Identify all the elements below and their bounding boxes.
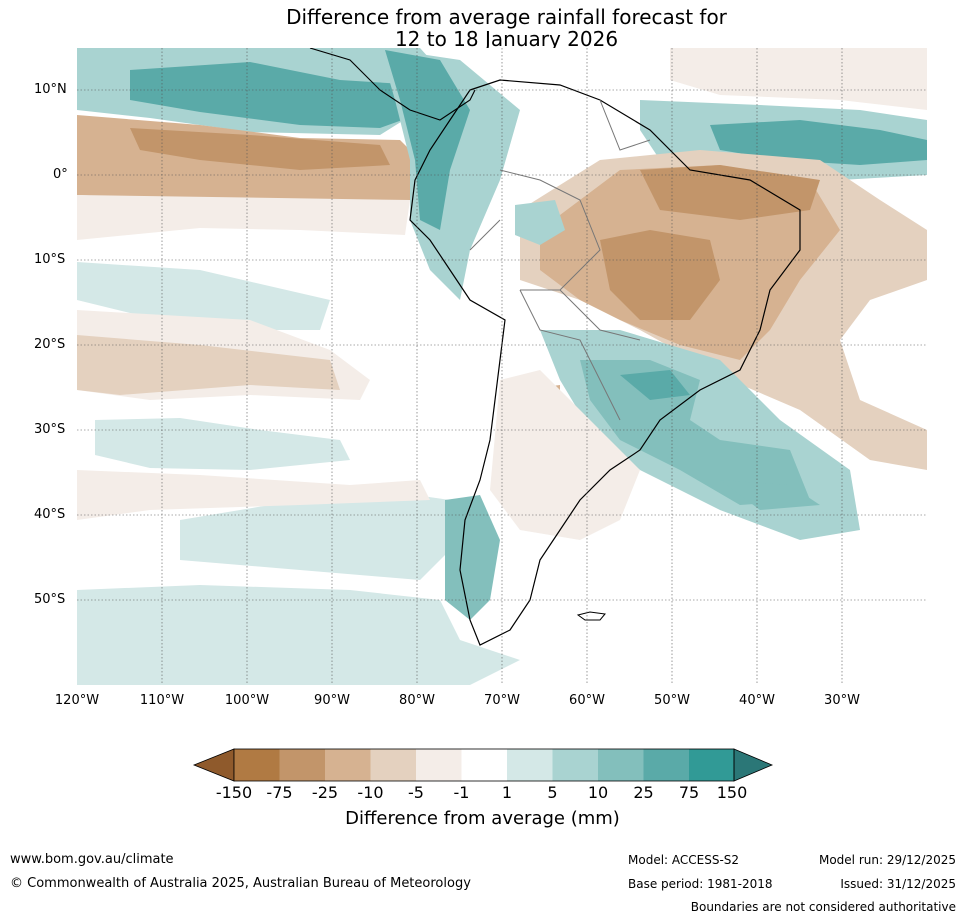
issued-date: Issued: 31/12/2025	[840, 877, 956, 891]
dry-band-south-pacific-40s	[77, 470, 430, 520]
boundaries-disclaimer: Boundaries are not considered authoritat…	[690, 900, 956, 914]
colorbar-outline	[233, 748, 735, 782]
wet-peak-south-brazil	[620, 370, 690, 400]
colorbar-tick: 25	[633, 783, 654, 802]
colorbar-swatch-m5-m1	[416, 749, 462, 781]
lon-label-60w: 60°W	[569, 693, 605, 708]
colorbar-swatch-m150-m75	[234, 749, 280, 781]
wet-peak-atlantic-35s	[720, 480, 820, 510]
south-america-coastline	[409, 79, 801, 646]
lon-label-100w: 100°W	[224, 693, 270, 708]
wet-patch-pacific-30s	[95, 418, 350, 470]
wet-core-north-pacific	[130, 62, 430, 128]
lon-label-70w: 70°W	[484, 693, 520, 708]
map-title-line1: Difference from average rainfall forecas…	[286, 5, 727, 29]
central-america-coastline	[309, 48, 476, 121]
colorbar-tick: 150	[716, 783, 748, 802]
lon-label-30w: 30°W	[824, 693, 860, 708]
colorbar-tick: 10	[587, 783, 609, 802]
colorbar-swatch-m25-m10	[325, 749, 371, 781]
colorbar-tick: 1	[501, 783, 513, 802]
lon-label-120w: 120°W	[54, 693, 100, 708]
colorbar-tick: -10	[357, 783, 384, 802]
falkland-islands	[576, 611, 606, 621]
colorbar-extend-low	[192, 748, 235, 782]
base-period: Base period: 1981-2018	[628, 877, 773, 891]
colorbar-title: Difference from average (mm)	[345, 808, 620, 829]
wet-band-southern-ocean	[77, 585, 520, 685]
lon-label-40w: 40°W	[739, 693, 775, 708]
graticule	[77, 48, 927, 685]
colorbar-swatch-p25-p75	[643, 749, 689, 781]
dry-peak-brazil	[600, 230, 720, 320]
colorbar-swatch-m75-m25	[279, 749, 325, 781]
colorbar-tick: -25	[311, 783, 339, 802]
lon-label-50w: 50°W	[654, 693, 690, 708]
colorbar-swatch-p5-p10	[552, 749, 598, 781]
dry-band-argentina	[490, 370, 640, 540]
map-title-line2: 12 to 18 January 2026	[394, 27, 619, 51]
colorbar-swatch-m10-m5	[370, 749, 416, 781]
country-borders	[469, 99, 651, 421]
wet-patch-bolivia	[515, 200, 565, 245]
colorbar-tick: 5	[547, 783, 558, 802]
lat-label-20s: 20°S	[34, 337, 66, 352]
lat-label-10s: 10°S	[34, 252, 66, 267]
lon-label-110w: 110°W	[139, 693, 185, 708]
colorbar-swatch-m1-p1	[461, 749, 507, 781]
lon-label-80w: 80°W	[399, 693, 435, 708]
dry-fringe-north-atlantic	[670, 48, 927, 110]
map-field	[77, 48, 927, 685]
website-link[interactable]: www.bom.gov.au/climate	[10, 852, 174, 867]
wet-core-north-atlantic	[710, 120, 927, 165]
colorbar-swatch-p1-p5	[507, 749, 553, 781]
colorbar-tick: 75	[678, 783, 700, 802]
lat-label-50s: 50°S	[34, 592, 66, 607]
colorbar-tick: -150	[215, 783, 253, 802]
wet-band-south-pacific-45s	[180, 490, 460, 580]
wet-core-andes-north	[385, 50, 470, 230]
lon-label-90w: 90°W	[314, 693, 350, 708]
copyright-text: © Commonwealth of Australia 2025, Austra…	[10, 876, 471, 891]
wet-band-south-pacific	[77, 262, 330, 330]
lat-label-40s: 40°S	[34, 507, 66, 522]
dry-core-equatorial-pacific	[130, 128, 390, 170]
colorbar-tick: -5	[408, 783, 424, 802]
colorbar-extend-high	[733, 748, 774, 782]
dry-fringe-equatorial-pacific	[77, 195, 410, 240]
lat-label-10n: 10°N	[34, 82, 67, 97]
dry-peak-north-brazil	[640, 165, 820, 220]
colorbar-swatch-p75-p150	[689, 749, 734, 781]
wet-band-patagonia	[445, 495, 500, 620]
colorbar	[192, 748, 774, 782]
colorbar-tick: -1	[453, 783, 470, 802]
model-name: Model: ACCESS-S2	[628, 853, 740, 867]
model-run-date: Model run: 29/12/2025	[818, 853, 956, 867]
colorbar-swatch-p10-p25	[598, 749, 644, 781]
lat-label-0: 0°	[53, 167, 68, 182]
wet-core-south-brazil	[580, 360, 810, 505]
colorbar-tick: -75	[266, 783, 293, 802]
dry-core-southeast-pacific	[77, 335, 340, 395]
lat-label-30s: 30°S	[34, 422, 66, 437]
